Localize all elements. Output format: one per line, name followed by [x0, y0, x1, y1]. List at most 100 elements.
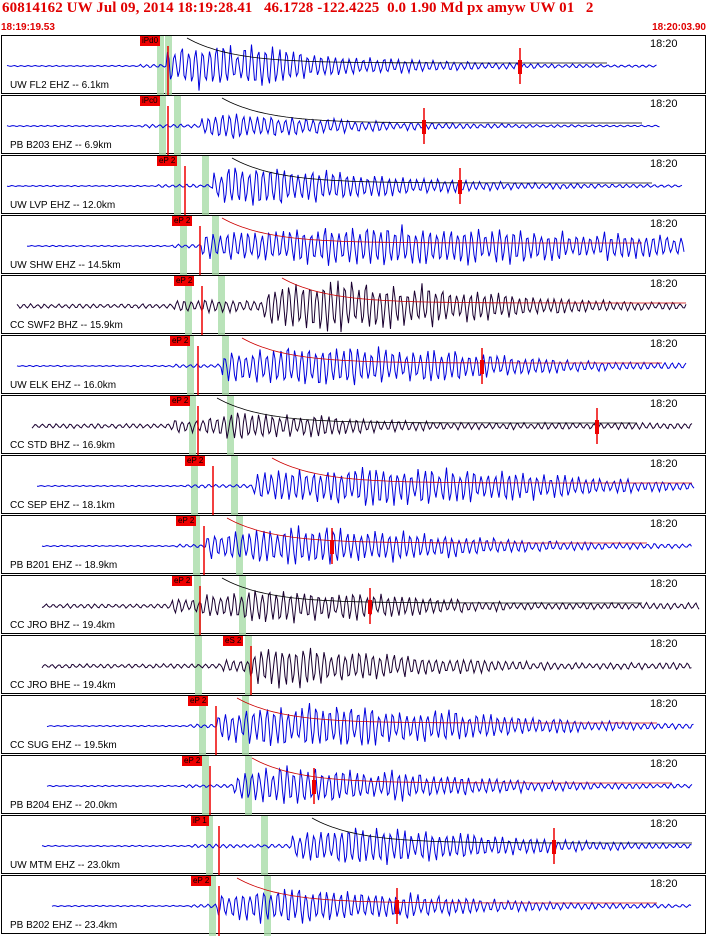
seismogram-trace — [41, 525, 692, 565]
coda-curve — [236, 877, 657, 904]
station-label: CC STD BHZ -- 16.9km — [10, 440, 116, 451]
waveform-panel[interactable]: iPd0 18:20 UW FL2 EHZ -- 6.1km — [1, 35, 706, 96]
coda-curve — [226, 517, 647, 544]
waveform-panel[interactable]: eP 2 18:20 PB B201 EHZ -- 18.9km — [1, 515, 706, 576]
phase-pick-label[interactable]: eP 2 — [170, 396, 191, 406]
coda-end-marker-handle[interactable] — [368, 600, 372, 614]
panel-time-label: 18:20 — [650, 38, 678, 50]
coda-end-marker-handle[interactable] — [518, 60, 522, 74]
waveform-plot — [6, 36, 657, 96]
seismogram-trace — [46, 702, 694, 746]
panel-time-label: 18:20 — [650, 158, 678, 170]
waveform-plot — [6, 96, 660, 156]
station-label: CC SEP EHZ -- 18.1km — [10, 500, 115, 511]
phase-pick-label[interactable]: iPc0 — [140, 96, 160, 106]
waveform-plot — [31, 396, 693, 456]
coda-curve — [186, 37, 607, 64]
waveform-panel[interactable]: eP 2 18:20 CC SEP EHZ -- 18.1km — [1, 455, 706, 516]
coda-end-marker-handle[interactable] — [458, 180, 462, 194]
waveform-panels: iPd0 18:20 UW FL2 EHZ -- 6.1km iPc0 18:20 PB … — [0, 35, 708, 938]
panel-time-label: 18:20 — [650, 758, 678, 770]
waveform-plot — [41, 816, 692, 876]
phase-pick-label[interactable]: eP 2 — [188, 696, 209, 706]
waveform-panel[interactable]: iP 1 18:20 UW MTM EHZ -- 23.0km — [1, 815, 706, 876]
coda-end-marker-handle[interactable] — [312, 780, 316, 794]
coda-end-marker-handle[interactable] — [330, 540, 334, 554]
phase-window-bar — [193, 516, 200, 576]
phase-pick-label[interactable]: eP 2 — [182, 756, 203, 766]
station-label: UW FL2 EHZ -- 6.1km — [10, 80, 109, 91]
waveform-plot — [51, 876, 692, 936]
phase-window-bar — [187, 336, 194, 396]
phase-pick-label[interactable]: eP 2 — [176, 516, 197, 526]
seismogram-trace — [46, 765, 693, 804]
seismogram-trace — [41, 647, 692, 689]
coda-end-marker-handle[interactable] — [422, 120, 426, 134]
coda-end-marker-handle[interactable] — [480, 360, 484, 374]
coda-end-marker-handle[interactable] — [595, 420, 599, 434]
waveform-panel[interactable]: eP 2 18:20 CC SUG EHZ -- 19.5km — [1, 695, 706, 756]
seismogram-trace — [31, 412, 693, 439]
waveform-panel[interactable]: iPc0 18:20 PB B203 EHZ -- 6.9km — [1, 95, 706, 156]
phase-window-bar — [261, 816, 268, 876]
phase-pick-label[interactable]: eP 2 — [185, 456, 206, 466]
panel-time-label: 18:20 — [650, 818, 678, 830]
seismogram-trace — [6, 113, 660, 139]
panel-time-label: 18:20 — [650, 518, 678, 530]
phase-window-bar — [227, 396, 234, 456]
coda-curve — [231, 157, 652, 184]
waveform-panel[interactable]: eP 2 18:20 CC SWF2 BHZ -- 15.9km — [1, 275, 706, 336]
phase-window-bar — [218, 276, 225, 336]
station-label: UW LVP EHZ -- 12.0km — [10, 200, 116, 211]
station-label: UW MTM EHZ -- 23.0km — [10, 860, 120, 871]
coda-end-marker-handle[interactable] — [552, 840, 556, 854]
phase-pick-label[interactable]: eP 2 — [191, 876, 212, 886]
waveform-plot — [16, 276, 687, 336]
coda-curve — [221, 577, 642, 604]
phase-pick-label[interactable]: eP 2 — [174, 276, 195, 286]
phase-pick-label[interactable]: iPd0 — [140, 36, 161, 46]
waveform-panel[interactable]: eP 2 18:20 PB B202 EHZ -- 23.4km — [1, 875, 706, 936]
panel-time-label: 18:20 — [650, 278, 678, 290]
station-label: CC SUG EHZ -- 19.5km — [10, 740, 117, 751]
waveform-panel[interactable]: eP 2 18:20 UW LVP EHZ -- 12.0km — [1, 155, 706, 216]
phase-window-bar — [206, 816, 213, 876]
waveform-panel[interactable]: eP 2 18:20 UW SHW EHZ -- 14.5km — [1, 215, 706, 276]
phase-pick-label[interactable]: eP 2 — [157, 156, 178, 166]
panel-time-label: 18:20 — [650, 698, 678, 710]
station-label: PB B201 EHZ -- 18.9km — [10, 560, 118, 571]
phase-pick-label[interactable]: eP 2 — [172, 576, 193, 586]
waveform-panel[interactable]: eP 2 18:20 CC JRO BHZ -- 19.4km — [1, 575, 706, 636]
phase-window-bar — [209, 876, 216, 936]
seismogram-trace — [51, 888, 692, 924]
waveform-plot — [36, 456, 695, 516]
station-label: CC SWF2 BHZ -- 15.9km — [10, 320, 123, 331]
phase-pick-label[interactable]: iP 1 — [191, 816, 209, 826]
panel-time-label: 18:20 — [650, 218, 678, 230]
seismogram-trace — [26, 224, 685, 266]
phase-pick-label[interactable]: eS 2 — [223, 636, 244, 646]
phase-window-bar — [185, 276, 192, 336]
station-label: CC JRO BHE -- 19.4km — [10, 680, 116, 691]
station-label: CC JRO BHZ -- 19.4km — [10, 620, 116, 631]
coda-curve — [271, 457, 692, 484]
waveform-panel[interactable]: eP 2 18:20 UW ELK EHZ -- 16.0km — [1, 335, 706, 396]
phase-window-bar — [222, 336, 229, 396]
waveform-plot — [46, 756, 693, 816]
coda-curve — [216, 397, 637, 424]
coda-end-marker-handle[interactable] — [395, 900, 399, 914]
phase-window-bar — [195, 636, 202, 696]
waveform-plot — [26, 216, 685, 276]
waveform-panel[interactable]: eS 2 18:20 CC JRO BHE -- 19.4km — [1, 635, 706, 696]
phase-window-bar — [236, 516, 243, 576]
panel-time-label: 18:20 — [650, 878, 678, 890]
phase-pick-label[interactable]: eP 2 — [170, 336, 191, 346]
waveform-panel[interactable]: eP 2 18:20 CC STD BHZ -- 16.9km — [1, 395, 706, 456]
station-label: PB B202 EHZ -- 23.4km — [10, 920, 118, 931]
phase-pick-label[interactable]: eP 2 — [172, 216, 193, 226]
seismogram-trace — [41, 827, 692, 865]
coda-curve — [311, 817, 692, 844]
waveform-panel[interactable]: eP 2 18:20 PB B204 EHZ -- 20.0km — [1, 755, 706, 816]
coda-curve — [251, 757, 672, 784]
phase-window-bar — [189, 396, 196, 456]
